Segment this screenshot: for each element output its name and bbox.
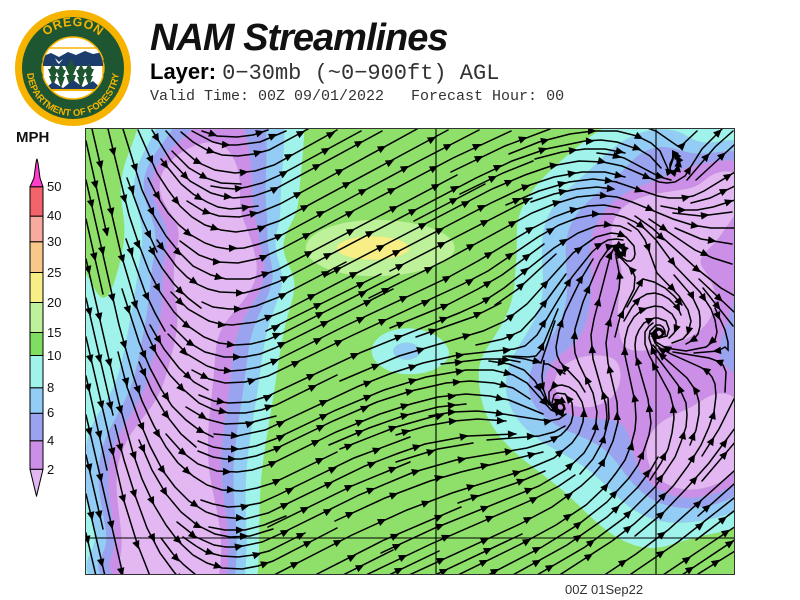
svg-text:40: 40 <box>47 208 61 223</box>
svg-text:20: 20 <box>47 295 61 310</box>
svg-text:4: 4 <box>47 433 54 448</box>
svg-text:10: 10 <box>47 348 61 363</box>
svg-text:15: 15 <box>47 325 61 340</box>
svg-text:50: 50 <box>47 179 61 194</box>
svg-text:6: 6 <box>47 405 54 420</box>
svg-text:8: 8 <box>47 380 54 395</box>
svg-text:2: 2 <box>47 462 54 477</box>
svg-text:25: 25 <box>47 265 61 280</box>
svg-text:MPH: MPH <box>16 129 49 146</box>
svg-text:30: 30 <box>47 234 61 249</box>
